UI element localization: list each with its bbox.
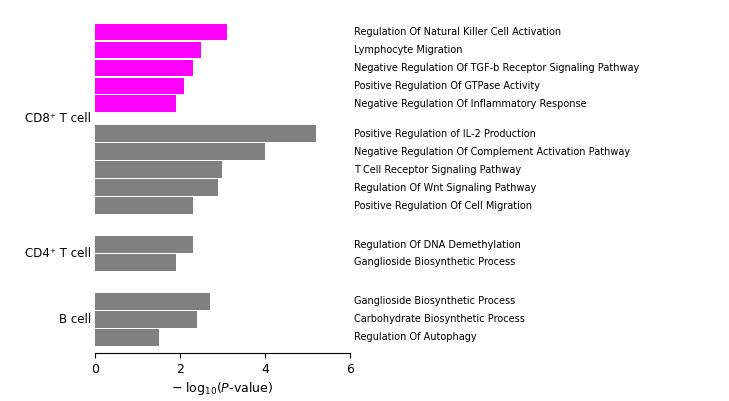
Text: Regulation Of Autophagy: Regulation Of Autophagy bbox=[354, 332, 476, 342]
Text: Negative Regulation Of TGF-b Receptor Signaling Pathway: Negative Regulation Of TGF-b Receptor Si… bbox=[354, 63, 639, 73]
Bar bbox=[95, 311, 197, 328]
Text: Positive Regulation Of GTPase Activity: Positive Regulation Of GTPase Activity bbox=[354, 81, 539, 91]
Text: CD8⁺ T cell: CD8⁺ T cell bbox=[25, 112, 91, 125]
Bar bbox=[95, 59, 192, 76]
Bar bbox=[95, 77, 184, 94]
Bar bbox=[95, 179, 218, 196]
Text: Negative Regulation Of Inflammatory Response: Negative Regulation Of Inflammatory Resp… bbox=[354, 99, 586, 109]
Bar bbox=[95, 197, 192, 214]
Text: Carbohydrate Biosynthetic Process: Carbohydrate Biosynthetic Process bbox=[354, 314, 524, 324]
Bar bbox=[95, 236, 192, 253]
Bar bbox=[95, 95, 176, 112]
Bar bbox=[95, 42, 201, 59]
Text: Positive Regulation of IL-2 Production: Positive Regulation of IL-2 Production bbox=[354, 129, 535, 139]
Text: CD4⁺ T cell: CD4⁺ T cell bbox=[25, 247, 91, 260]
X-axis label: − log$_{10}$($P$-value): − log$_{10}$($P$-value) bbox=[171, 380, 273, 397]
Bar bbox=[95, 329, 159, 346]
Text: T Cell Receptor Signaling Pathway: T Cell Receptor Signaling Pathway bbox=[354, 164, 521, 174]
Bar bbox=[95, 24, 227, 41]
Text: Ganglioside Biosynthetic Process: Ganglioside Biosynthetic Process bbox=[354, 257, 515, 267]
Text: Lymphocyte Migration: Lymphocyte Migration bbox=[354, 45, 462, 55]
Text: Negative Regulation Of Complement Activation Pathway: Negative Regulation Of Complement Activa… bbox=[354, 146, 630, 156]
Text: Regulation Of Natural Killer Cell Activation: Regulation Of Natural Killer Cell Activa… bbox=[354, 27, 561, 37]
Text: Ganglioside Biosynthetic Process: Ganglioside Biosynthetic Process bbox=[354, 296, 515, 306]
Text: Positive Regulation Of Cell Migration: Positive Regulation Of Cell Migration bbox=[354, 200, 531, 211]
Text: Regulation Of DNA Demethylation: Regulation Of DNA Demethylation bbox=[354, 239, 521, 249]
Text: Regulation Of Wnt Signaling Pathway: Regulation Of Wnt Signaling Pathway bbox=[354, 182, 536, 192]
Bar bbox=[95, 143, 265, 160]
Text: B cell: B cell bbox=[59, 313, 91, 326]
Bar bbox=[95, 293, 209, 310]
Bar bbox=[95, 125, 316, 142]
Bar bbox=[95, 161, 222, 178]
Bar bbox=[95, 254, 176, 271]
